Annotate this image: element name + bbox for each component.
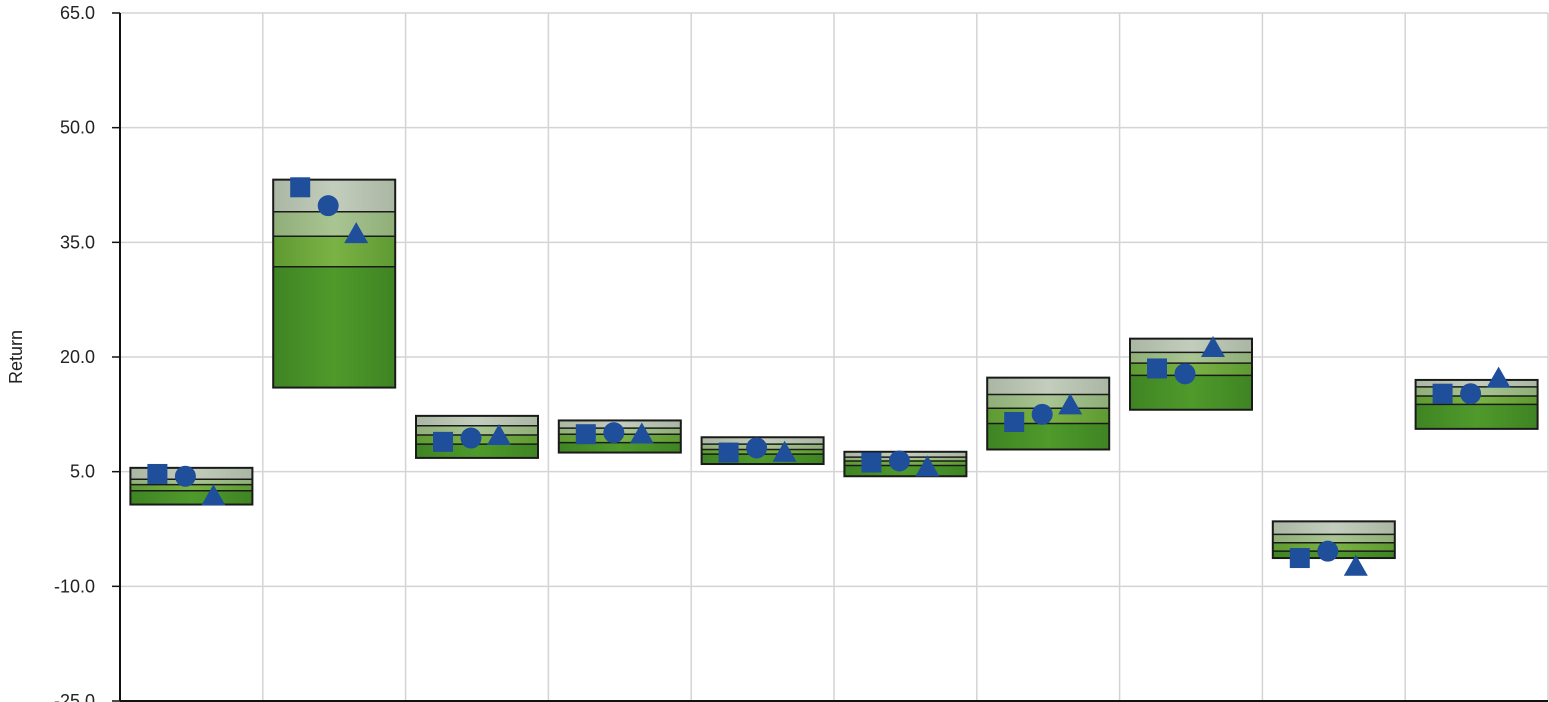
percentile-band — [1130, 338, 1252, 353]
box-outline — [1414, 378, 1539, 430]
triangle-marker — [1201, 336, 1225, 358]
y-tick-label: 20.0 — [60, 347, 95, 367]
percentile-band — [130, 484, 253, 491]
percentile-band — [987, 394, 1110, 409]
percentile-band — [273, 236, 396, 267]
box-outline — [272, 178, 397, 389]
percentile-band — [987, 377, 1110, 395]
square-marker — [1289, 548, 1310, 569]
percentile-band — [273, 211, 396, 237]
triangle-marker — [1486, 366, 1511, 388]
triangle-marker — [915, 455, 940, 477]
y-tick-label: -25.0 — [54, 691, 95, 702]
box-group-5 — [700, 436, 825, 466]
square-marker — [861, 452, 882, 473]
circle-marker — [746, 437, 768, 459]
box-group-7 — [986, 376, 1111, 451]
y-tick-label: 65.0 — [60, 3, 95, 23]
triangle-marker — [629, 422, 654, 444]
y-axis-title: Return — [6, 330, 26, 384]
percentile-band — [1415, 379, 1538, 387]
percentile-band — [1272, 521, 1395, 535]
circle-marker — [603, 422, 625, 444]
circle-marker — [1031, 403, 1053, 425]
circle-marker — [1317, 540, 1339, 562]
percentile-band — [1130, 352, 1252, 364]
y-tick-label: 35.0 — [60, 232, 95, 252]
y-tick-label: 5.0 — [70, 462, 95, 482]
triangle-marker — [1058, 393, 1083, 415]
box-group-8 — [1129, 336, 1253, 411]
box-outline — [415, 414, 539, 459]
triangle-marker — [1343, 554, 1368, 576]
square-marker — [1147, 358, 1167, 379]
y-tick-label: -10.0 — [54, 576, 95, 596]
box-group-2 — [272, 177, 397, 389]
square-marker — [1432, 383, 1453, 404]
circle-marker — [174, 465, 196, 487]
circle-marker — [888, 450, 910, 472]
box-outline — [843, 450, 968, 478]
percentile-band — [273, 266, 396, 388]
percentile-band — [130, 490, 253, 505]
square-marker — [1004, 411, 1025, 432]
box-group-4 — [557, 419, 682, 454]
circle-marker — [317, 195, 339, 217]
square-marker — [290, 177, 311, 198]
box-group-6 — [843, 450, 968, 478]
percentile-band — [1415, 404, 1538, 429]
triangle-marker — [344, 222, 369, 244]
square-marker — [147, 463, 168, 484]
percentile-band — [558, 442, 681, 453]
box-group-9 — [1271, 520, 1396, 576]
percentile-band — [701, 454, 824, 465]
box-outline — [557, 419, 682, 454]
circle-marker — [1174, 363, 1196, 385]
percentile-band — [416, 415, 538, 426]
box-outline — [700, 436, 825, 466]
box-group-10 — [1414, 366, 1539, 430]
triangle-marker — [772, 440, 797, 462]
box-group-3 — [415, 414, 539, 459]
circle-marker — [1460, 383, 1482, 405]
y-tick-label: 50.0 — [60, 118, 95, 138]
box-outline — [1129, 337, 1253, 411]
square-marker — [718, 442, 739, 463]
box-group-1 — [129, 463, 254, 506]
box-outline — [986, 376, 1111, 451]
circle-marker — [460, 427, 482, 449]
square-marker — [433, 431, 453, 452]
percentile-band — [844, 465, 967, 477]
triangle-marker — [487, 423, 511, 445]
triangle-marker — [201, 484, 226, 506]
percentile-band — [1272, 534, 1395, 543]
square-marker — [575, 424, 596, 445]
